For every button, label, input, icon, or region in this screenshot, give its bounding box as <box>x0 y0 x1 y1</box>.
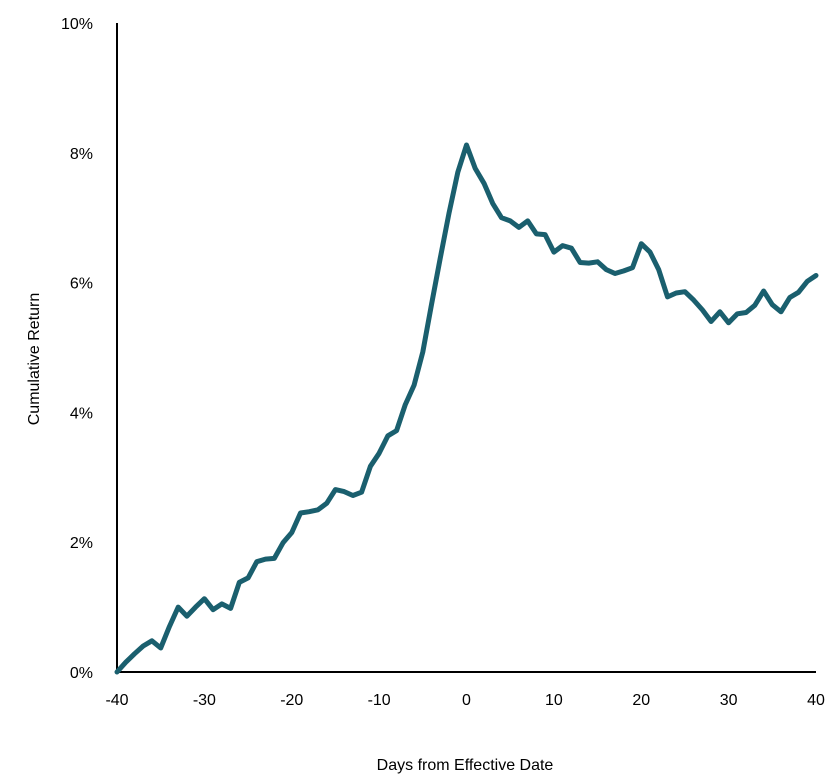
x-tick-label: -40 <box>105 692 128 709</box>
y-axis-title: Cumulative Return <box>26 293 43 426</box>
x-tick-label: 20 <box>632 692 650 709</box>
y-tick-label: 6% <box>70 276 93 293</box>
y-tick-label: 2% <box>70 535 93 552</box>
y-tick-label: 4% <box>70 405 93 422</box>
x-tick-label: 30 <box>720 692 738 709</box>
x-axis: -40 -30 -20 -10 0 10 20 30 40 <box>105 671 825 709</box>
y-axis: 0% 2% 4% 6% 8% 10% <box>61 16 118 682</box>
y-tick-label: 0% <box>70 665 93 682</box>
x-tick-label: 0 <box>462 692 471 709</box>
y-tick-label: 10% <box>61 16 93 33</box>
x-tick-label: -30 <box>193 692 216 709</box>
x-axis-title: Days from Effective Date <box>377 757 554 774</box>
x-tick-label: -20 <box>280 692 303 709</box>
x-tick-label: 10 <box>545 692 563 709</box>
y-tick-label: 8% <box>70 146 93 163</box>
x-tick-label: 40 <box>807 692 825 709</box>
series-line <box>114 142 819 675</box>
series-group <box>114 142 819 675</box>
x-tick-label: -10 <box>368 692 391 709</box>
